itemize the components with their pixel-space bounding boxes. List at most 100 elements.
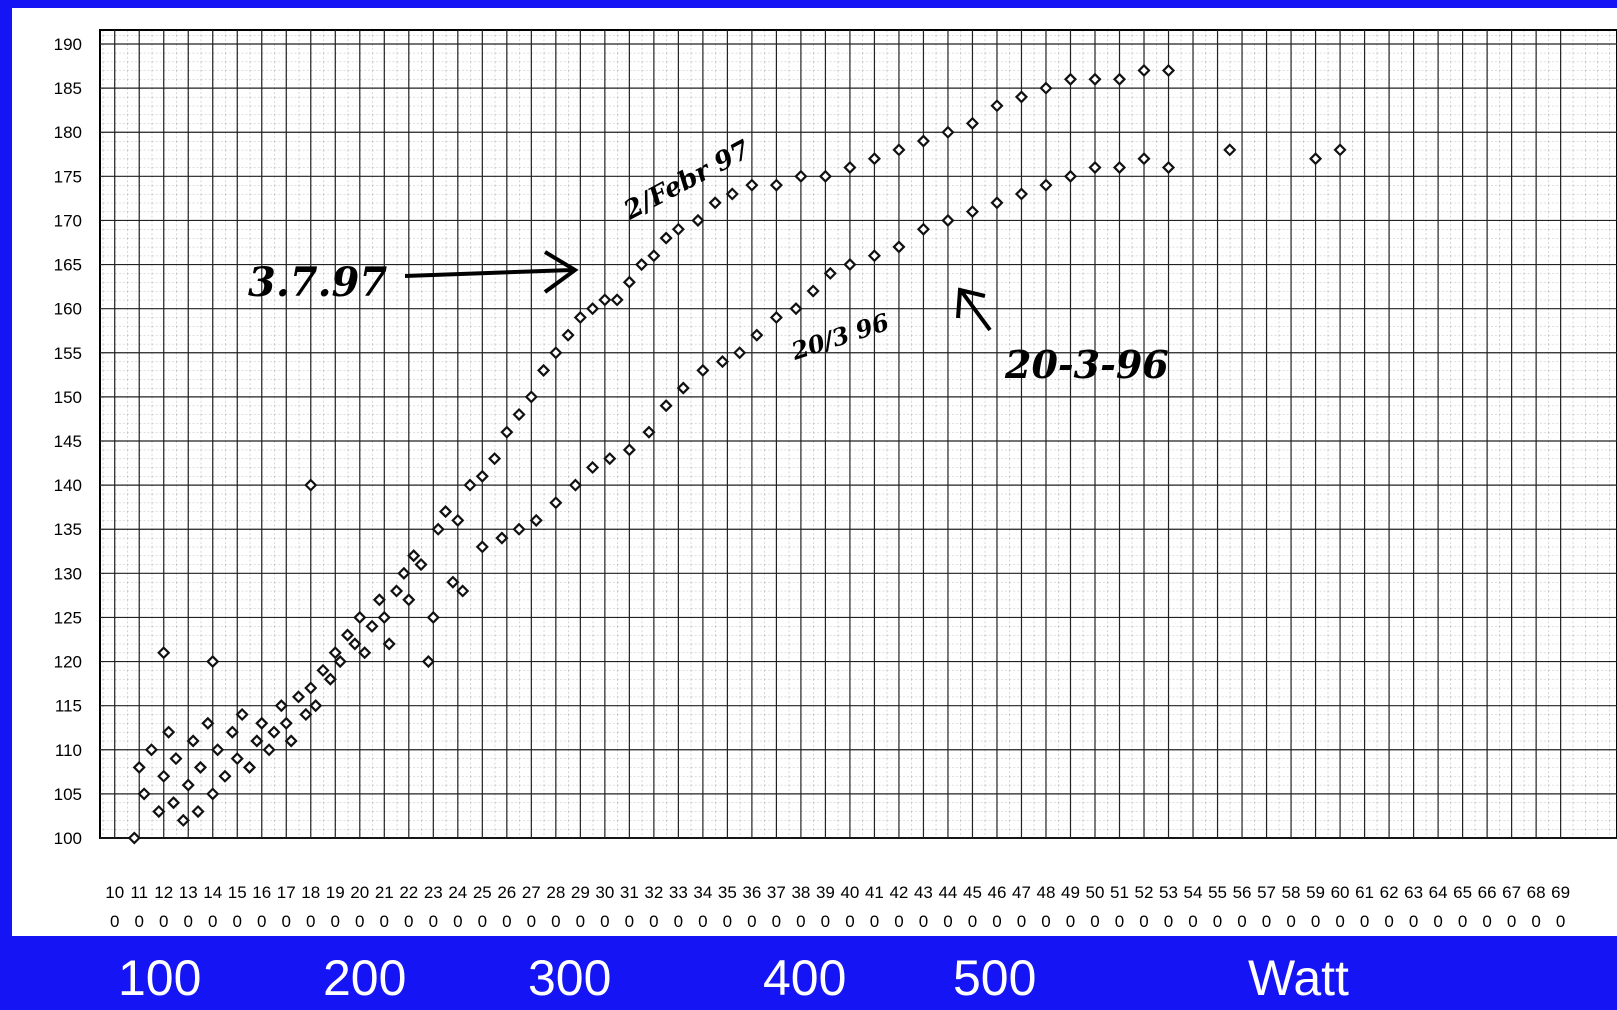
point	[647, 249, 661, 263]
y-tick-label: 130	[54, 564, 82, 583]
x-tick-label: 110	[130, 883, 149, 931]
point	[598, 293, 612, 307]
point	[382, 637, 396, 651]
x-tick-label: 680	[1526, 883, 1546, 931]
point	[309, 699, 323, 713]
point	[892, 240, 906, 254]
point	[512, 407, 526, 422]
point	[230, 752, 244, 766]
point	[157, 769, 171, 783]
arrow	[404, 250, 579, 294]
footer-label: 400	[763, 950, 847, 1006]
point	[1063, 169, 1078, 183]
y-tick-label: 165	[54, 256, 82, 275]
point	[843, 160, 857, 175]
x-tick-label: 220	[399, 883, 419, 931]
point	[218, 769, 232, 783]
x-tick-label: 410	[864, 883, 884, 931]
y-tick-label: 150	[54, 388, 82, 407]
point	[691, 213, 705, 227]
y-tick-label: 175	[54, 167, 82, 186]
point	[1137, 152, 1151, 166]
point	[568, 478, 582, 492]
x-tick-label: 180	[301, 883, 321, 931]
point	[1088, 72, 1102, 86]
x-tick-label: 350	[717, 883, 737, 931]
point	[284, 734, 298, 748]
point	[789, 302, 803, 316]
x-tick-label: 520	[1134, 883, 1154, 931]
y-tick-label: 190	[54, 35, 82, 54]
x-tick-label: 610	[1355, 883, 1375, 931]
footer-label: 200	[323, 950, 407, 1006]
point	[696, 363, 710, 377]
point	[745, 178, 759, 192]
point	[892, 143, 906, 157]
point	[642, 425, 656, 439]
point	[235, 707, 249, 722]
x-tick-label: 660	[1477, 883, 1497, 931]
x-tick-label: 640	[1428, 883, 1448, 931]
point	[823, 266, 837, 280]
x-tick-label: 210	[374, 883, 394, 931]
x-tick-label: 690	[1551, 883, 1571, 931]
x-tick-label: 440	[938, 883, 958, 931]
point	[529, 513, 543, 527]
point	[867, 152, 881, 166]
point	[1309, 152, 1323, 166]
point	[193, 760, 208, 774]
x-tick-label: 540	[1183, 883, 1203, 931]
footer-label: 100	[118, 950, 202, 1006]
point	[941, 125, 955, 139]
x-tick-label: 530	[1159, 883, 1178, 931]
point	[132, 760, 146, 774]
point	[586, 302, 600, 316]
point	[537, 363, 551, 377]
x-tick-label: 430	[913, 883, 933, 931]
point	[769, 310, 783, 325]
point	[573, 310, 587, 325]
point	[225, 725, 239, 739]
y-tick-label: 105	[54, 785, 82, 804]
y-tick-label: 135	[54, 520, 82, 539]
x-tick-label: 120	[154, 883, 174, 931]
x-tick-label: 590	[1306, 883, 1325, 931]
point	[990, 196, 1004, 210]
point	[488, 452, 502, 466]
point	[1063, 72, 1078, 86]
point	[389, 584, 404, 598]
x-tick-label: 620	[1379, 883, 1399, 931]
point	[818, 169, 832, 183]
annotation: 20-3-96	[1004, 342, 1169, 387]
point	[304, 681, 318, 695]
point	[446, 575, 460, 589]
x-tick-label: 450	[962, 883, 982, 931]
point	[867, 249, 881, 263]
x-tick-label: 630	[1404, 883, 1424, 931]
point	[1333, 143, 1347, 157]
x-tick-label: 150	[227, 883, 247, 931]
point	[377, 610, 391, 624]
point	[328, 646, 342, 660]
point	[610, 293, 624, 307]
point	[162, 725, 176, 739]
x-tick-label: 400	[840, 883, 860, 931]
point	[733, 346, 747, 360]
y-tick-label: 115	[55, 697, 82, 716]
point	[299, 707, 313, 722]
point	[1014, 90, 1029, 104]
point	[916, 222, 930, 236]
point	[242, 760, 257, 774]
point	[365, 619, 379, 633]
y-tick-label: 145	[54, 432, 82, 451]
point	[431, 522, 445, 536]
point	[402, 593, 416, 607]
x-tick-label: 140	[203, 883, 223, 931]
x-tick-label: 490	[1061, 883, 1080, 931]
y-tick-label: 180	[54, 123, 82, 142]
point	[549, 346, 563, 360]
x-tick-label: 670	[1502, 883, 1522, 931]
y-tick-label: 185	[54, 79, 82, 98]
x-tick-label: 200	[350, 883, 370, 931]
